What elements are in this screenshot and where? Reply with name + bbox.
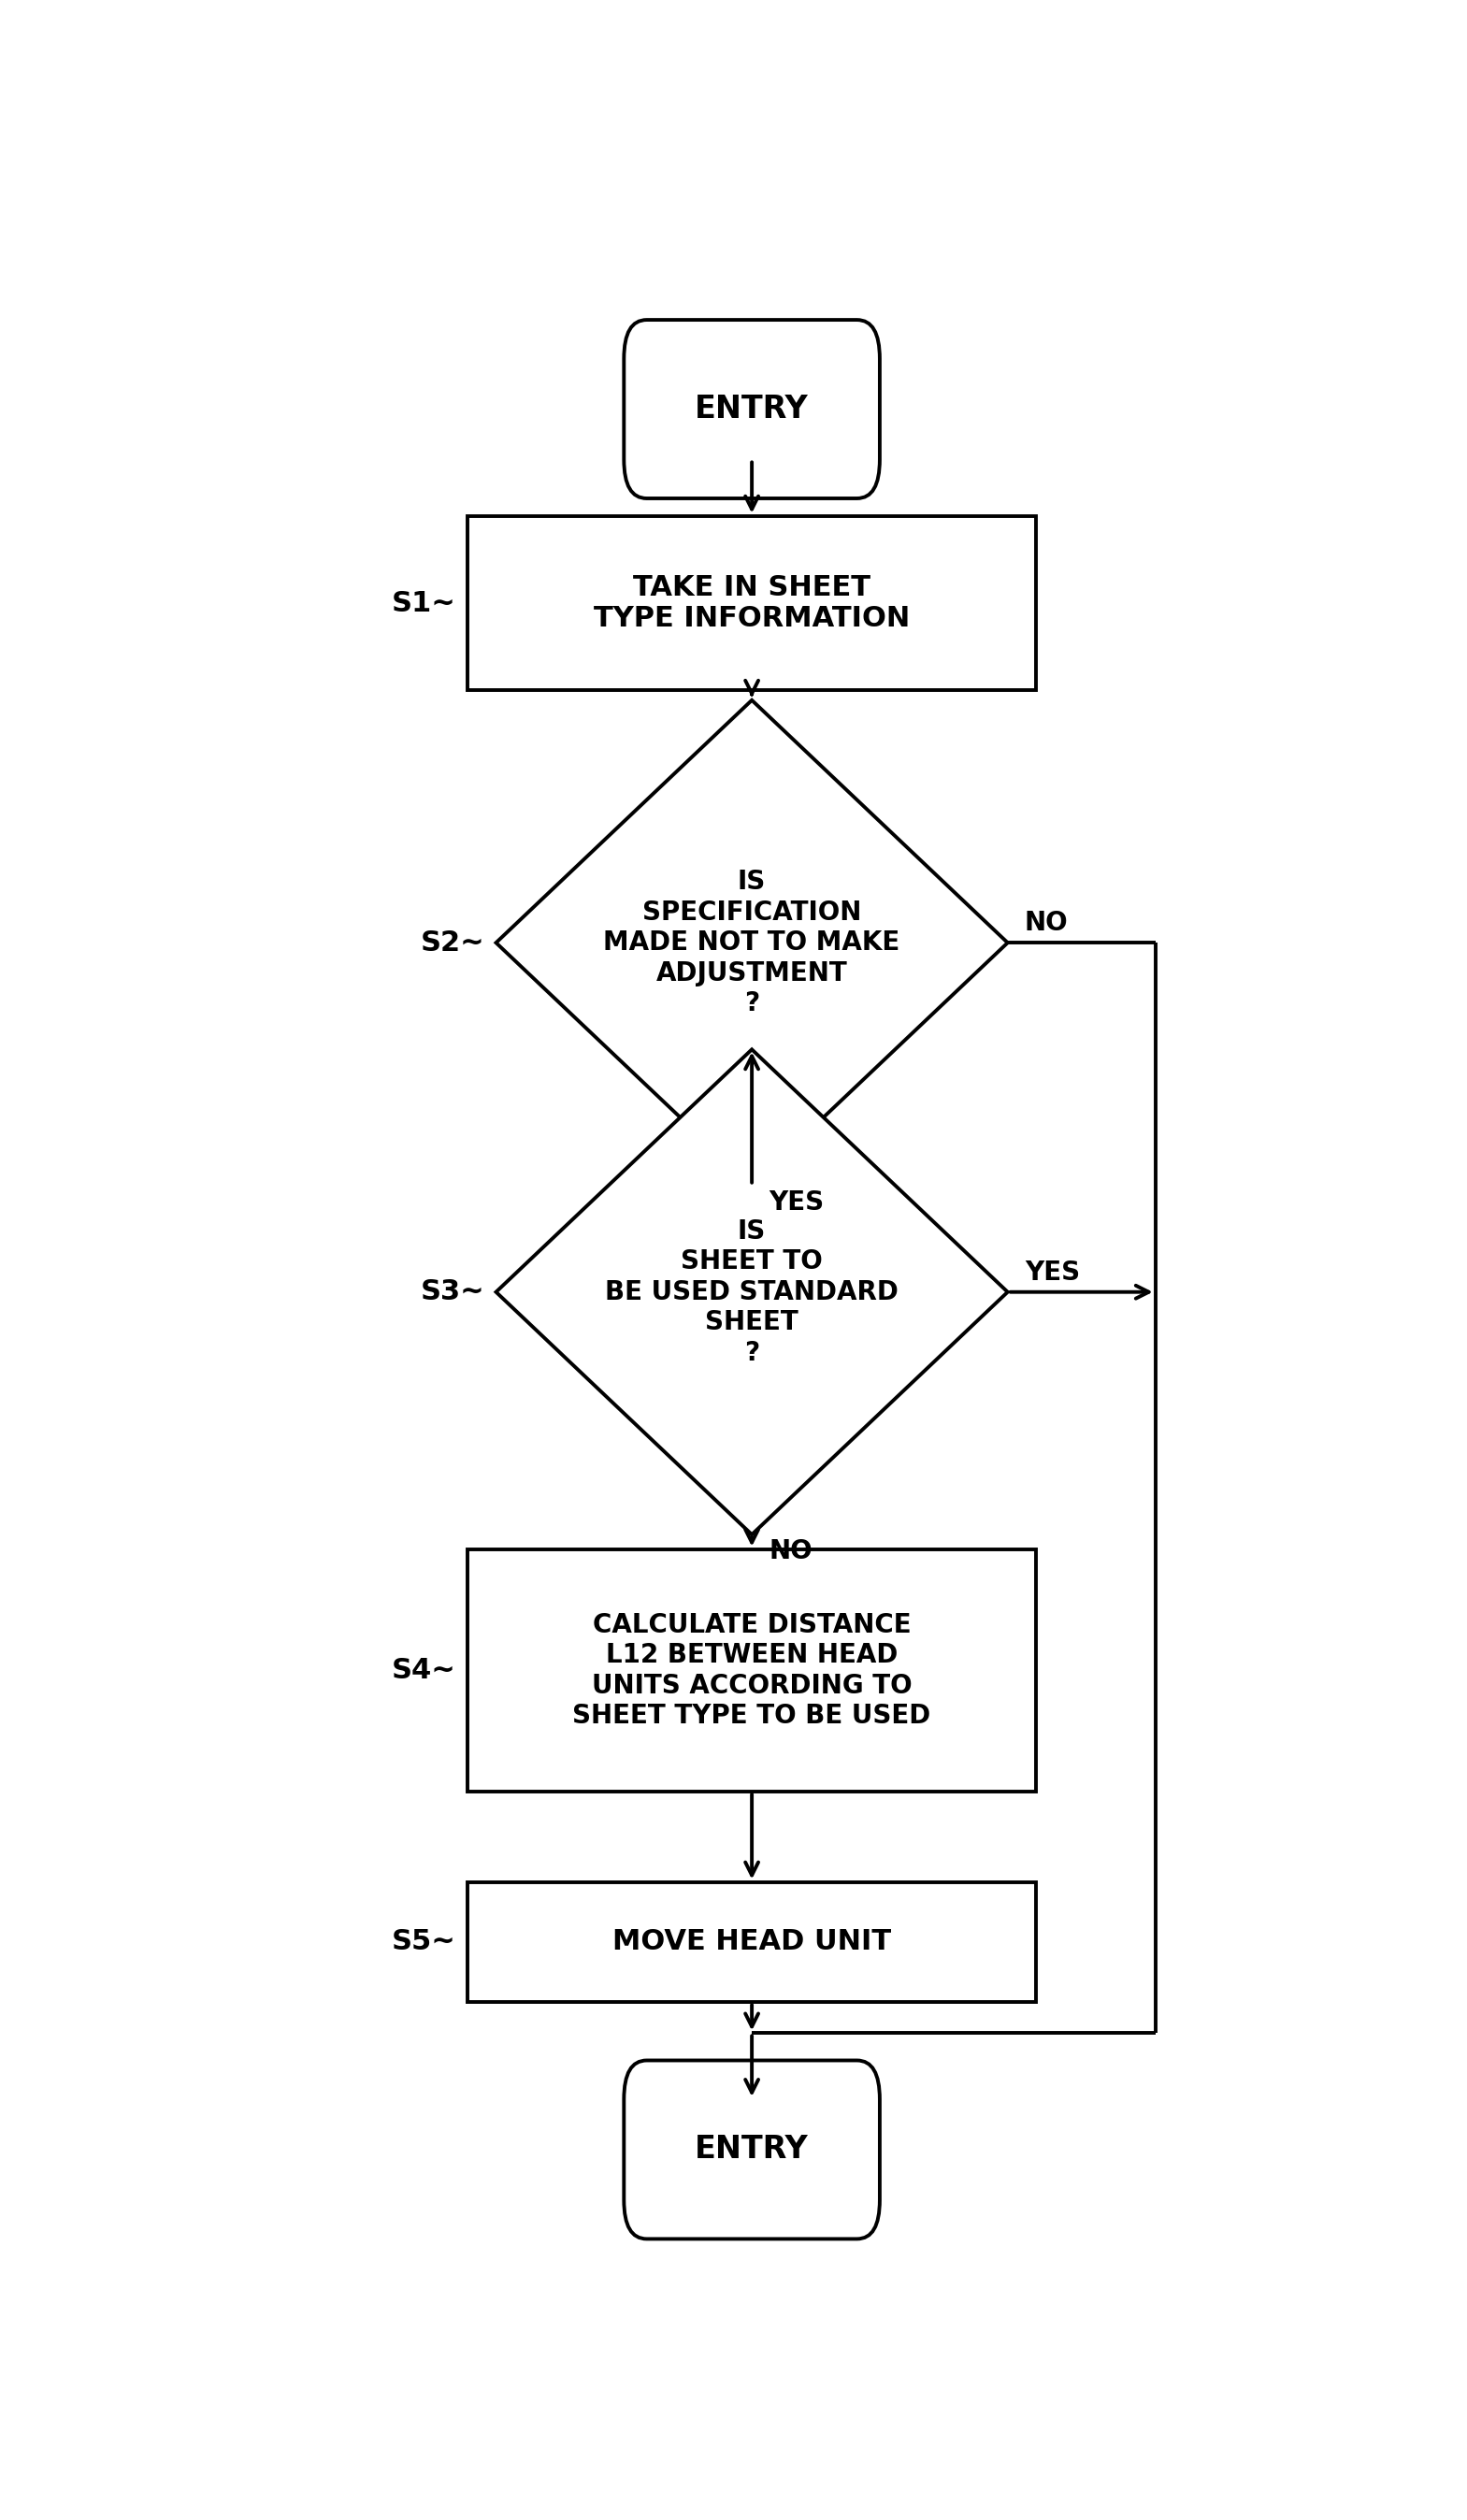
Text: IS
SPECIFICATION
MADE NOT TO MAKE
ADJUSTMENT
?: IS SPECIFICATION MADE NOT TO MAKE ADJUST… [603, 869, 901, 1016]
FancyBboxPatch shape [623, 320, 880, 499]
Text: CALCULATE DISTANCE
L12 BETWEEN HEAD
UNITS ACCORDING TO
SHEET TYPE TO BE USED: CALCULATE DISTANCE L12 BETWEEN HEAD UNIT… [572, 1613, 932, 1729]
Text: ENTRY: ENTRY [695, 2134, 808, 2165]
Polygon shape [496, 1048, 1008, 1535]
Text: MOVE HEAD UNIT: MOVE HEAD UNIT [612, 1928, 892, 1956]
Text: YES: YES [1024, 1260, 1080, 1285]
Text: S3~: S3~ [421, 1278, 484, 1305]
Bar [468, 517, 1036, 690]
Text: ENTRY: ENTRY [695, 393, 808, 423]
Text: IS
SHEET TO
BE USED STANDARD
SHEET
?: IS SHEET TO BE USED STANDARD SHEET ? [604, 1217, 899, 1366]
Text: NO: NO [769, 1537, 813, 1565]
Text: S5~: S5~ [392, 1928, 456, 1956]
Polygon shape [496, 701, 1008, 1184]
Text: NO: NO [1024, 910, 1068, 937]
FancyBboxPatch shape [623, 2061, 880, 2238]
Bar [468, 1550, 1036, 1792]
Text: TAKE IN SHEET
TYPE INFORMATION: TAKE IN SHEET TYPE INFORMATION [594, 575, 910, 633]
Bar [468, 1882, 1036, 2003]
Text: YES: YES [769, 1189, 824, 1215]
Text: S2~: S2~ [421, 930, 484, 955]
Text: S4~: S4~ [392, 1656, 456, 1683]
Text: S1~: S1~ [392, 590, 456, 617]
